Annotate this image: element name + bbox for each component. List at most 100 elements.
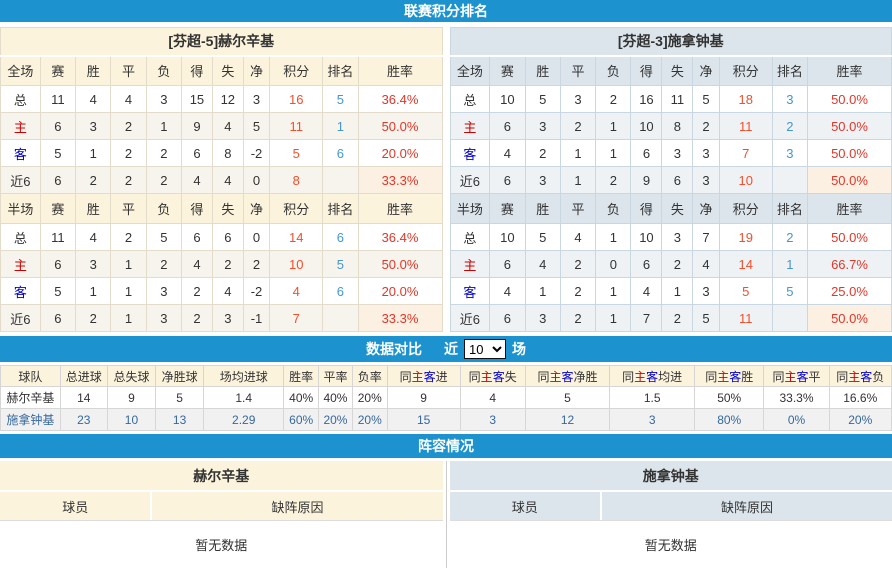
winrate-cell: 36.4% — [358, 224, 442, 251]
compare-value-cell: 2.29 — [204, 409, 284, 431]
column-header: 积分 — [270, 56, 323, 86]
stat-cell: 10 — [490, 224, 525, 251]
stat-cell: 5 — [525, 86, 560, 113]
compare-column-header: 同主客胜 — [694, 366, 763, 387]
stat-cell: 3 — [525, 113, 560, 140]
stat-cell: 1 — [560, 140, 595, 167]
stat-cell: 5 — [693, 86, 719, 113]
compare-column-header: 同主客失 — [460, 366, 525, 387]
row-label: 主 — [1, 251, 41, 278]
stat-cell: 0 — [596, 251, 631, 278]
column-header: 胜率 — [358, 56, 442, 86]
stat-cell: 2 — [111, 113, 146, 140]
points-cell: 16 — [270, 86, 323, 113]
stat-cell: 1 — [596, 278, 631, 305]
compare-column-header: 场均进球 — [204, 366, 284, 387]
rank-cell: 6 — [323, 278, 358, 305]
stat-cell: 3 — [146, 86, 181, 113]
lineup-section-title: 阵容情况 — [418, 436, 474, 456]
compare-value-cell: 13 — [156, 409, 204, 431]
points-cell: 10 — [719, 167, 772, 194]
stat-cell: 4 — [631, 278, 662, 305]
stat-cell: 6 — [490, 251, 525, 278]
away-lineup-team-name: 施拿钟基 — [450, 461, 892, 490]
stat-cell: 2 — [76, 305, 111, 332]
points-cell: 19 — [719, 224, 772, 251]
winrate-cell: 50.0% — [358, 113, 442, 140]
stat-cell: 0 — [243, 167, 269, 194]
rank-cell — [323, 305, 358, 332]
stat-cell: -2 — [243, 140, 269, 167]
stat-cell: 3 — [76, 113, 111, 140]
compare-column-header: 净胜球 — [156, 366, 204, 387]
stat-cell: 4 — [181, 251, 212, 278]
column-header: 平 — [560, 56, 595, 86]
points-cell: 5 — [719, 278, 772, 305]
standings-section-header: 联赛积分排名 — [0, 0, 892, 22]
stat-cell: 1 — [560, 167, 595, 194]
column-header: 失 — [662, 56, 693, 86]
column-header: 净 — [243, 56, 269, 86]
rank-cell — [772, 305, 807, 332]
stat-cell: 1 — [596, 305, 631, 332]
stat-cell: 6 — [181, 140, 212, 167]
stat-cell: 10 — [490, 86, 525, 113]
absence-reason-column-header: 缺阵原因 — [602, 492, 892, 520]
stat-cell: 4 — [212, 113, 243, 140]
winrate-cell: 50.0% — [808, 224, 892, 251]
lineup-container: 赫尔辛基 球员 缺阵原因 暂无数据 施拿钟基 球员 缺阵原因 暂无数据 — [0, 461, 892, 568]
rank-cell — [323, 167, 358, 194]
comparison-table: 球队总进球总失球净胜球场均进球胜率平率负率同主客进同主客失同主客净胜同主客均进同… — [0, 365, 892, 431]
column-header: 负 — [596, 194, 631, 224]
stat-cell: 2 — [560, 278, 595, 305]
stat-cell: 2 — [560, 113, 595, 140]
team-name-cell: 施拿钟基 — [1, 409, 61, 431]
stat-cell: 6 — [40, 113, 75, 140]
row-label: 总 — [1, 86, 41, 113]
stat-cell: 1 — [596, 113, 631, 140]
row-label: 主 — [1, 113, 41, 140]
compare-value-cell: 3 — [610, 409, 695, 431]
compare-value-cell: 20% — [829, 409, 892, 431]
column-header: 胜率 — [808, 194, 892, 224]
rounds-select[interactable]: 10 — [464, 339, 506, 359]
points-cell: 14 — [270, 224, 323, 251]
stat-cell: 2 — [76, 167, 111, 194]
stat-cell: 3 — [693, 278, 719, 305]
compare-value-cell: 23 — [60, 409, 107, 431]
column-header: 胜 — [76, 56, 111, 86]
points-cell: 14 — [719, 251, 772, 278]
stat-cell: 1 — [525, 278, 560, 305]
stat-cell: 5 — [243, 113, 269, 140]
column-header: 赛 — [490, 194, 525, 224]
points-cell: 10 — [270, 251, 323, 278]
stat-cell: 2 — [560, 305, 595, 332]
stat-cell: 4 — [490, 278, 525, 305]
away-lineup-header-row: 球员 缺阵原因 — [450, 492, 892, 521]
column-header: 失 — [212, 194, 243, 224]
stat-cell: 9 — [181, 113, 212, 140]
stat-cell: 8 — [662, 113, 693, 140]
stat-cell: 6 — [40, 251, 75, 278]
stat-cell: 6 — [40, 167, 75, 194]
column-header: 平 — [560, 194, 595, 224]
stat-cell: 3 — [243, 86, 269, 113]
home-lineup-header-row: 球员 缺阵原因 — [0, 492, 443, 521]
stat-cell: 3 — [525, 305, 560, 332]
compare-column-header: 胜率 — [284, 366, 319, 387]
column-header: 排名 — [323, 56, 358, 86]
row-label: 主 — [450, 113, 490, 140]
points-cell: 18 — [719, 86, 772, 113]
column-header: 胜 — [525, 194, 560, 224]
rank-cell: 6 — [323, 224, 358, 251]
compare-column-header: 总进球 — [60, 366, 107, 387]
compare-value-cell: 40% — [284, 387, 319, 409]
